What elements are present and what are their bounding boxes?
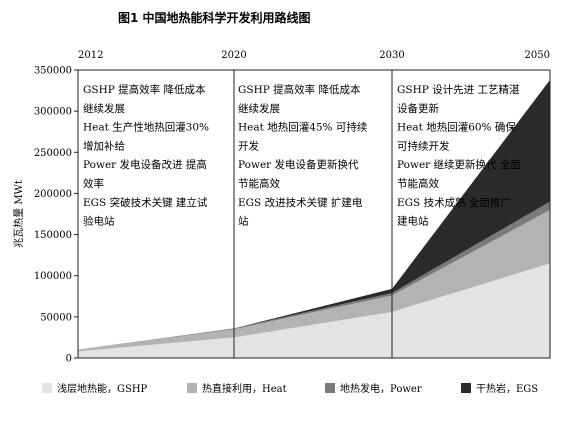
y-tick-label: 50000 bbox=[40, 312, 72, 323]
area-series-4 bbox=[78, 79, 550, 350]
y-tick-label: 350000 bbox=[34, 66, 72, 77]
y-tick-label: 300000 bbox=[34, 107, 72, 118]
legend-label-2: 热直接利用，Heat bbox=[202, 382, 287, 395]
annotation-line: Heat 地热回灌60% 确保 bbox=[397, 121, 516, 134]
area-series-2 bbox=[78, 209, 550, 352]
y-tick-label: 100000 bbox=[34, 271, 72, 282]
annotation-line: 站 bbox=[238, 215, 249, 228]
annotation-line: 继续发展 bbox=[83, 102, 125, 115]
annotation-line: 设备更新 bbox=[397, 102, 439, 115]
legend-swatch-1 bbox=[42, 383, 52, 393]
annotation-line: EGS 突破技术关键 建立试 bbox=[83, 196, 208, 209]
legend-swatch-3 bbox=[325, 383, 335, 393]
annotation-line: GSHP 提高效率 降低成本 bbox=[238, 83, 361, 96]
annotation-line: 节能高效 bbox=[397, 177, 439, 190]
annotation-line: 继续发展 bbox=[238, 102, 280, 115]
area-series bbox=[78, 79, 550, 358]
annotation-line: Power 继续更新换代 全面 bbox=[397, 158, 521, 171]
annotation-line: 可持续开发 bbox=[397, 139, 450, 152]
y-axis: 0 50000 100000 150000 200000 250000 300000 3500… bbox=[34, 66, 78, 365]
y-axis-label: 兆瓦热量 MWt bbox=[12, 180, 25, 248]
plot-frame bbox=[77, 69, 551, 359]
legend-swatch-4 bbox=[461, 383, 471, 393]
period-annotations: GSHP 提高效率 降低成本继续发展 Heat 生产性地热回灌30%增加补给 Pow… bbox=[83, 83, 521, 228]
annotation-2020-2030: GSHP 提高效率 降低成本继续发展 Heat 地热回灌45% 可持续开发 Powe… bbox=[238, 83, 368, 228]
annotation-line: 开发 bbox=[238, 139, 259, 152]
annotation-line: EGS 技术成熟 全面推广 bbox=[397, 196, 511, 209]
annotation-line: 建电站 bbox=[397, 215, 429, 228]
annotation-line: 增加补给 bbox=[83, 139, 125, 152]
annotation-line: 验电站 bbox=[83, 215, 115, 228]
y-tick-label: 250000 bbox=[34, 148, 72, 159]
annotation-2030-2050: GSHP 设计先进 工艺精湛设备更新 Heat 地热回灌60% 确保可持续开发 Po… bbox=[397, 83, 521, 228]
annotation-line: Heat 生产性地热回灌30% bbox=[83, 121, 209, 134]
annotation-line: Power 发电设备更新换代 bbox=[238, 158, 359, 171]
era-dividers bbox=[233, 70, 393, 358]
annotation-line: Heat 地热回灌45% 可持续 bbox=[238, 121, 368, 134]
y-tick-label: 150000 bbox=[34, 230, 72, 241]
annotation-line: GSHP 提高效率 降低成本 bbox=[83, 83, 206, 96]
era-label-2030: 2030 bbox=[379, 50, 404, 61]
figure-title: 图1 中国地热能科学开发利用路线图 bbox=[118, 10, 311, 25]
legend-label-1: 浅层地热能，GSHP bbox=[57, 382, 148, 395]
annotation-line: 节能高效 bbox=[238, 177, 280, 190]
annotation-line: GSHP 设计先进 工艺精湛 bbox=[397, 83, 520, 96]
era-label-2012: 2012 bbox=[78, 50, 103, 61]
legend: 浅层地热能，GSHP 热直接利用，Heat 地热发电，Power 干热岩，EGS bbox=[42, 382, 538, 395]
annotation-line: 效率 bbox=[83, 177, 104, 190]
era-label-2050: 2050 bbox=[525, 50, 550, 61]
legend-swatch-2 bbox=[187, 383, 197, 393]
era-labels: 2012 2020 2030 2050 bbox=[78, 50, 550, 61]
y-tick-label: 0 bbox=[66, 354, 72, 365]
annotation-line: Power 发电设备改进 提高 bbox=[83, 158, 207, 171]
legend-label-3: 地热发电，Power bbox=[340, 382, 422, 395]
legend-label-4: 干热岩，EGS bbox=[476, 382, 538, 395]
era-label-2020: 2020 bbox=[221, 50, 246, 61]
annotation-2012-2020: GSHP 提高效率 降低成本继续发展 Heat 生产性地热回灌30% 增加补给 Pow… bbox=[83, 83, 209, 228]
annotation-line: EGS 改进技术关键 扩建电 bbox=[238, 196, 363, 209]
area-series-1 bbox=[78, 263, 550, 358]
y-tick-label: 200000 bbox=[34, 189, 72, 200]
